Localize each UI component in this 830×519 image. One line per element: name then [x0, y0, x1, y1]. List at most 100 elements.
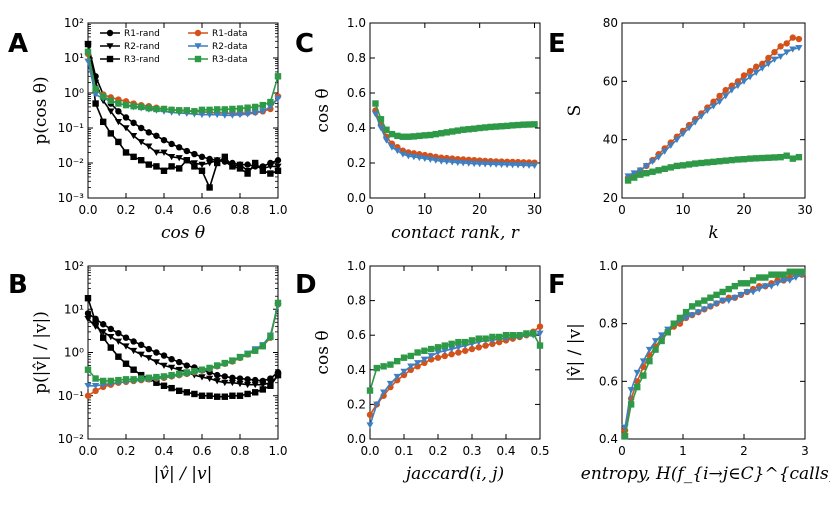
- data-point: [722, 93, 730, 100]
- data-point: [168, 355, 175, 363]
- data-point: [206, 106, 213, 114]
- data-point: [448, 340, 455, 348]
- y-axis-label: S: [565, 105, 585, 117]
- data-point: [228, 379, 236, 387]
- x-tick-label: 10: [417, 203, 432, 217]
- data-point: [670, 320, 678, 327]
- data-point: [661, 165, 668, 173]
- data-point: [459, 160, 467, 167]
- data-point: [634, 383, 641, 391]
- data-point: [183, 389, 190, 396]
- data-point: [122, 114, 130, 121]
- series-R2-data: [621, 271, 806, 431]
- y-tick-label: 40: [603, 133, 618, 147]
- data-point: [780, 277, 788, 284]
- x-tick-label: 0.0: [360, 444, 379, 458]
- data-point: [428, 345, 435, 353]
- data-point: [145, 374, 152, 382]
- data-point: [252, 376, 259, 384]
- data-point: [160, 149, 168, 156]
- data-point: [394, 132, 401, 140]
- data-point: [114, 119, 122, 126]
- y-tick-label: 0.0: [347, 432, 366, 446]
- data-point: [244, 170, 251, 177]
- data-point: [651, 338, 660, 345]
- data-point: [138, 103, 145, 111]
- data-point: [642, 163, 650, 170]
- data-point: [274, 299, 282, 307]
- data-point: [380, 389, 388, 396]
- y-tick-label: 80: [603, 16, 618, 30]
- data-point: [536, 323, 544, 330]
- data-point: [168, 384, 175, 392]
- data-point: [214, 362, 221, 369]
- data-point: [752, 69, 760, 76]
- data-point: [426, 156, 434, 163]
- data-point: [414, 360, 422, 367]
- data-point: [229, 357, 236, 364]
- data-point: [252, 347, 259, 354]
- data-point: [214, 106, 221, 113]
- data-point: [259, 167, 266, 174]
- data-point: [198, 167, 206, 174]
- data-point: [191, 163, 198, 170]
- data-point: [183, 147, 190, 155]
- y-tick-label: 10⁻²: [58, 432, 85, 446]
- data-point: [688, 312, 696, 319]
- data-point: [434, 349, 442, 356]
- data-point: [160, 382, 168, 389]
- data-point: [710, 158, 717, 166]
- data-point: [694, 309, 702, 316]
- data-point: [432, 157, 440, 164]
- panel-E: 0 10 20 30 20 40 60 80 k S E: [548, 16, 813, 243]
- y-tick-label: 0.6: [347, 328, 366, 342]
- data-point: [259, 342, 266, 350]
- x-tick-label: 0.6: [192, 444, 211, 458]
- data-point: [746, 67, 754, 75]
- data-point: [373, 364, 380, 372]
- data-point: [152, 149, 160, 156]
- data-point: [176, 358, 183, 366]
- x-axis-label: k: [708, 223, 718, 243]
- x-tick-label: 20: [736, 203, 751, 217]
- y-tick-label: 0.8: [599, 317, 618, 331]
- y-tick-label: 0.6: [347, 86, 366, 100]
- data-point: [503, 161, 511, 169]
- data-point: [465, 126, 472, 133]
- data-point: [160, 373, 168, 380]
- data-point: [84, 40, 92, 48]
- data-point: [145, 143, 153, 150]
- y-tick-label: 0.4: [347, 363, 366, 377]
- data-point: [792, 268, 800, 275]
- data-point: [274, 371, 282, 379]
- data-point: [267, 333, 274, 341]
- data-point: [728, 156, 735, 164]
- data-point: [743, 280, 751, 287]
- legend-marker: [106, 55, 114, 63]
- data-point: [221, 153, 228, 161]
- data-point: [176, 387, 183, 395]
- data-point: [476, 161, 484, 168]
- data-point: [122, 376, 130, 383]
- data-point: [655, 154, 663, 161]
- data-point: [100, 118, 107, 126]
- data-point: [489, 333, 496, 341]
- data-point: [795, 35, 803, 43]
- data-point: [404, 153, 412, 160]
- data-point: [475, 335, 482, 342]
- x-tick-label: 30: [797, 203, 812, 217]
- data-point: [213, 378, 221, 385]
- data-point: [438, 130, 445, 137]
- data-point: [765, 54, 772, 62]
- x-tick-label: 0: [618, 444, 626, 458]
- data-point: [434, 344, 442, 351]
- data-point: [470, 160, 478, 168]
- data-point: [427, 131, 434, 139]
- data-point: [706, 303, 715, 310]
- data-point: [621, 432, 629, 440]
- legend-marker: [106, 29, 114, 37]
- data-point: [703, 107, 711, 114]
- series-line: [87, 302, 279, 382]
- data-point: [509, 122, 516, 129]
- data-point: [455, 338, 462, 346]
